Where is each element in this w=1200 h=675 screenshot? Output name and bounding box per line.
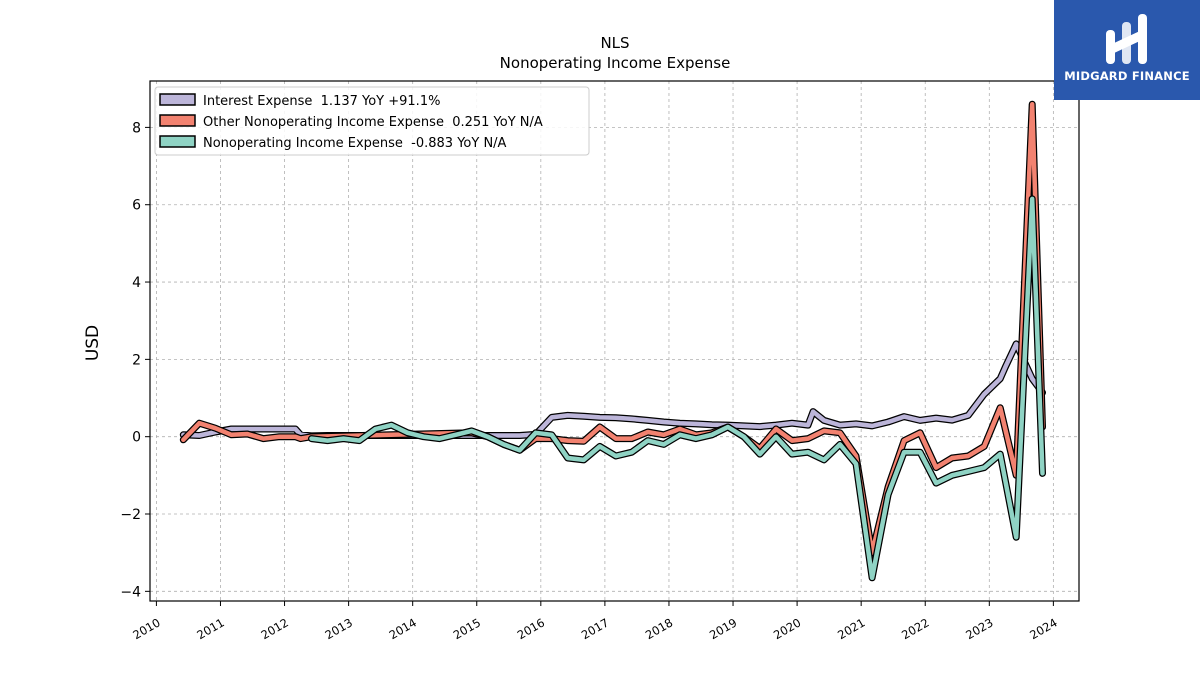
logo-mark-icon — [1106, 14, 1147, 64]
x-tick-label: 2024 — [1027, 615, 1059, 642]
x-tick-label: 2016 — [515, 615, 547, 642]
series-line-outline-0 — [179, 340, 1046, 440]
x-tick-label: 2017 — [579, 615, 611, 642]
grid — [150, 81, 1079, 601]
legend-swatch — [159, 114, 196, 127]
y-axis-label: USD — [83, 325, 103, 361]
y-tick-label: 2 — [132, 352, 141, 368]
midgard-finance-logo: MIDGARD FINANCE — [1054, 0, 1200, 100]
series-line-outline-2 — [308, 195, 1046, 582]
x-tick-label: 2010 — [130, 615, 162, 642]
legend-swatch — [159, 93, 196, 106]
x-tick-label: 2018 — [643, 615, 675, 642]
legend-entry: Nonoperating Income Expense -0.883 YoY N… — [203, 136, 507, 151]
logo-text: MIDGARD FINANCE — [1064, 69, 1190, 83]
y-tick-label: −4 — [120, 584, 141, 600]
ticks: 2010 2011 2012 2013 2014 2015 2016 2017 2018 2019… — [120, 120, 1059, 642]
legend-entry: Interest Expense 1.137 YoY +91.1% — [203, 94, 440, 109]
chart-subtitle: Nonoperating Income Expense — [500, 54, 731, 72]
x-tick-label: 2022 — [899, 615, 931, 642]
y-tick-label: −2 — [120, 507, 141, 523]
series-line-2 — [309, 196, 1045, 581]
x-tick-label: 2012 — [258, 615, 290, 642]
legend-box — [154, 86, 590, 156]
y-tick-label: 8 — [132, 120, 141, 136]
chart-title: NLS — [600, 34, 629, 52]
legend: Interest Expense 1.137 YoY +91.1% Other N… — [154, 86, 590, 156]
x-tick-label: 2015 — [451, 615, 483, 642]
x-tick-label: 2023 — [963, 615, 995, 642]
y-tick-label: 6 — [132, 198, 141, 214]
x-tick-label: 2013 — [323, 615, 355, 642]
x-tick-label: 2019 — [707, 615, 739, 642]
series-line-1 — [181, 101, 1045, 555]
y-tick-label: 4 — [132, 275, 141, 291]
x-tick-label: 2021 — [835, 615, 867, 642]
y-tick-label: 0 — [132, 430, 141, 446]
legend-swatch — [159, 135, 196, 148]
x-tick-label: 2020 — [771, 615, 803, 642]
plot-frame — [149, 80, 1080, 602]
x-tick-label: 2011 — [194, 615, 226, 642]
series-layer — [179, 100, 1046, 582]
x-tick-label: 2014 — [387, 615, 419, 642]
series-line-outline-1 — [179, 100, 1046, 557]
legend-entry: Other Nonoperating Income Expense 0.251 … — [203, 115, 543, 130]
